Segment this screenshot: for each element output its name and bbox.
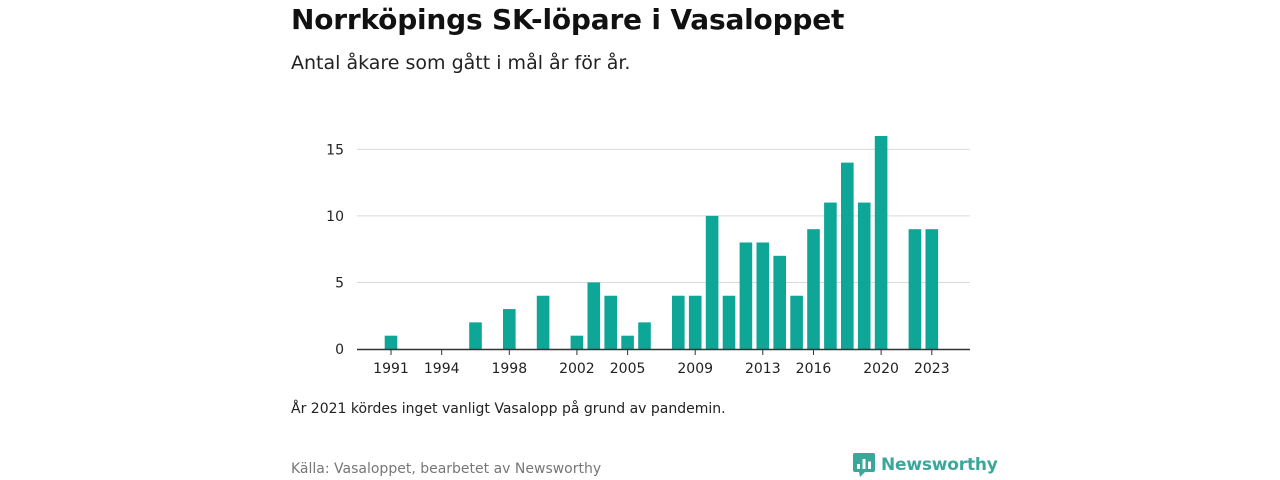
chart-title: Norrköpings SK-löpare i Vasaloppet — [291, 3, 845, 36]
source-text: Källa: Vasaloppet, bearbetet av Newswort… — [291, 461, 602, 477]
x-tick-label: 1991 — [373, 361, 409, 377]
brand-logo: Newsworthy — [853, 453, 998, 477]
bar-1998 — [503, 309, 516, 349]
bar-1996 — [469, 322, 482, 349]
y-tick-label: 0 — [335, 342, 344, 358]
x-tick-label: 2002 — [559, 361, 595, 377]
y-tick-label: 15 — [326, 142, 344, 158]
newsworthy-logo-icon — [853, 453, 875, 477]
bar-chart: 0 5 10 15 1991 1994 1998 2002 2005 2009 2013 2016 20… — [326, 136, 970, 377]
bar-2017 — [824, 202, 837, 349]
bar-1991 — [384, 335, 398, 349]
bars — [384, 136, 939, 349]
bar-2013 — [756, 242, 770, 349]
bar-2022 — [908, 229, 922, 349]
x-tick-label: 2023 — [914, 361, 950, 377]
bar-2020 — [874, 136, 888, 349]
bar-2005 — [621, 335, 634, 349]
x-tick-label: 2005 — [610, 361, 646, 377]
bar-2016 — [807, 229, 820, 349]
x-tick-label: 2016 — [796, 361, 832, 377]
x-tick-label: 1994 — [424, 361, 460, 377]
bar-2018 — [841, 162, 854, 349]
x-tick-label: 1998 — [491, 361, 527, 377]
bar-2008 — [672, 295, 685, 349]
bar-2009 — [688, 295, 702, 349]
brand-name: Newsworthy — [881, 455, 998, 475]
bar-2006 — [638, 322, 651, 349]
chart-subtitle: Antal åkare som gått i mål år för år. — [291, 52, 631, 74]
bar-2023 — [925, 229, 939, 349]
bar-2011 — [722, 295, 736, 349]
chart-note: År 2021 kördes inget vanligt Vasalopp på… — [291, 401, 726, 417]
y-tick-label: 5 — [335, 275, 344, 291]
bar-2014 — [773, 255, 786, 349]
bar-2002 — [570, 335, 584, 349]
x-tick-label: 2020 — [863, 361, 899, 377]
bar-2012 — [739, 242, 753, 349]
axes: 0 5 10 15 1991 1994 1998 2002 2005 2009 2013 2016 20… — [326, 142, 970, 377]
bar-2019 — [857, 202, 871, 349]
y-tick-label: 10 — [326, 209, 344, 225]
x-tick-label: 2009 — [677, 361, 713, 377]
bar-2015 — [790, 295, 803, 349]
bar-2004 — [604, 295, 617, 349]
bar-2003 — [587, 282, 601, 349]
bar-2000 — [536, 295, 550, 349]
bar-2010 — [705, 215, 719, 349]
x-tick-label: 2013 — [745, 361, 781, 377]
